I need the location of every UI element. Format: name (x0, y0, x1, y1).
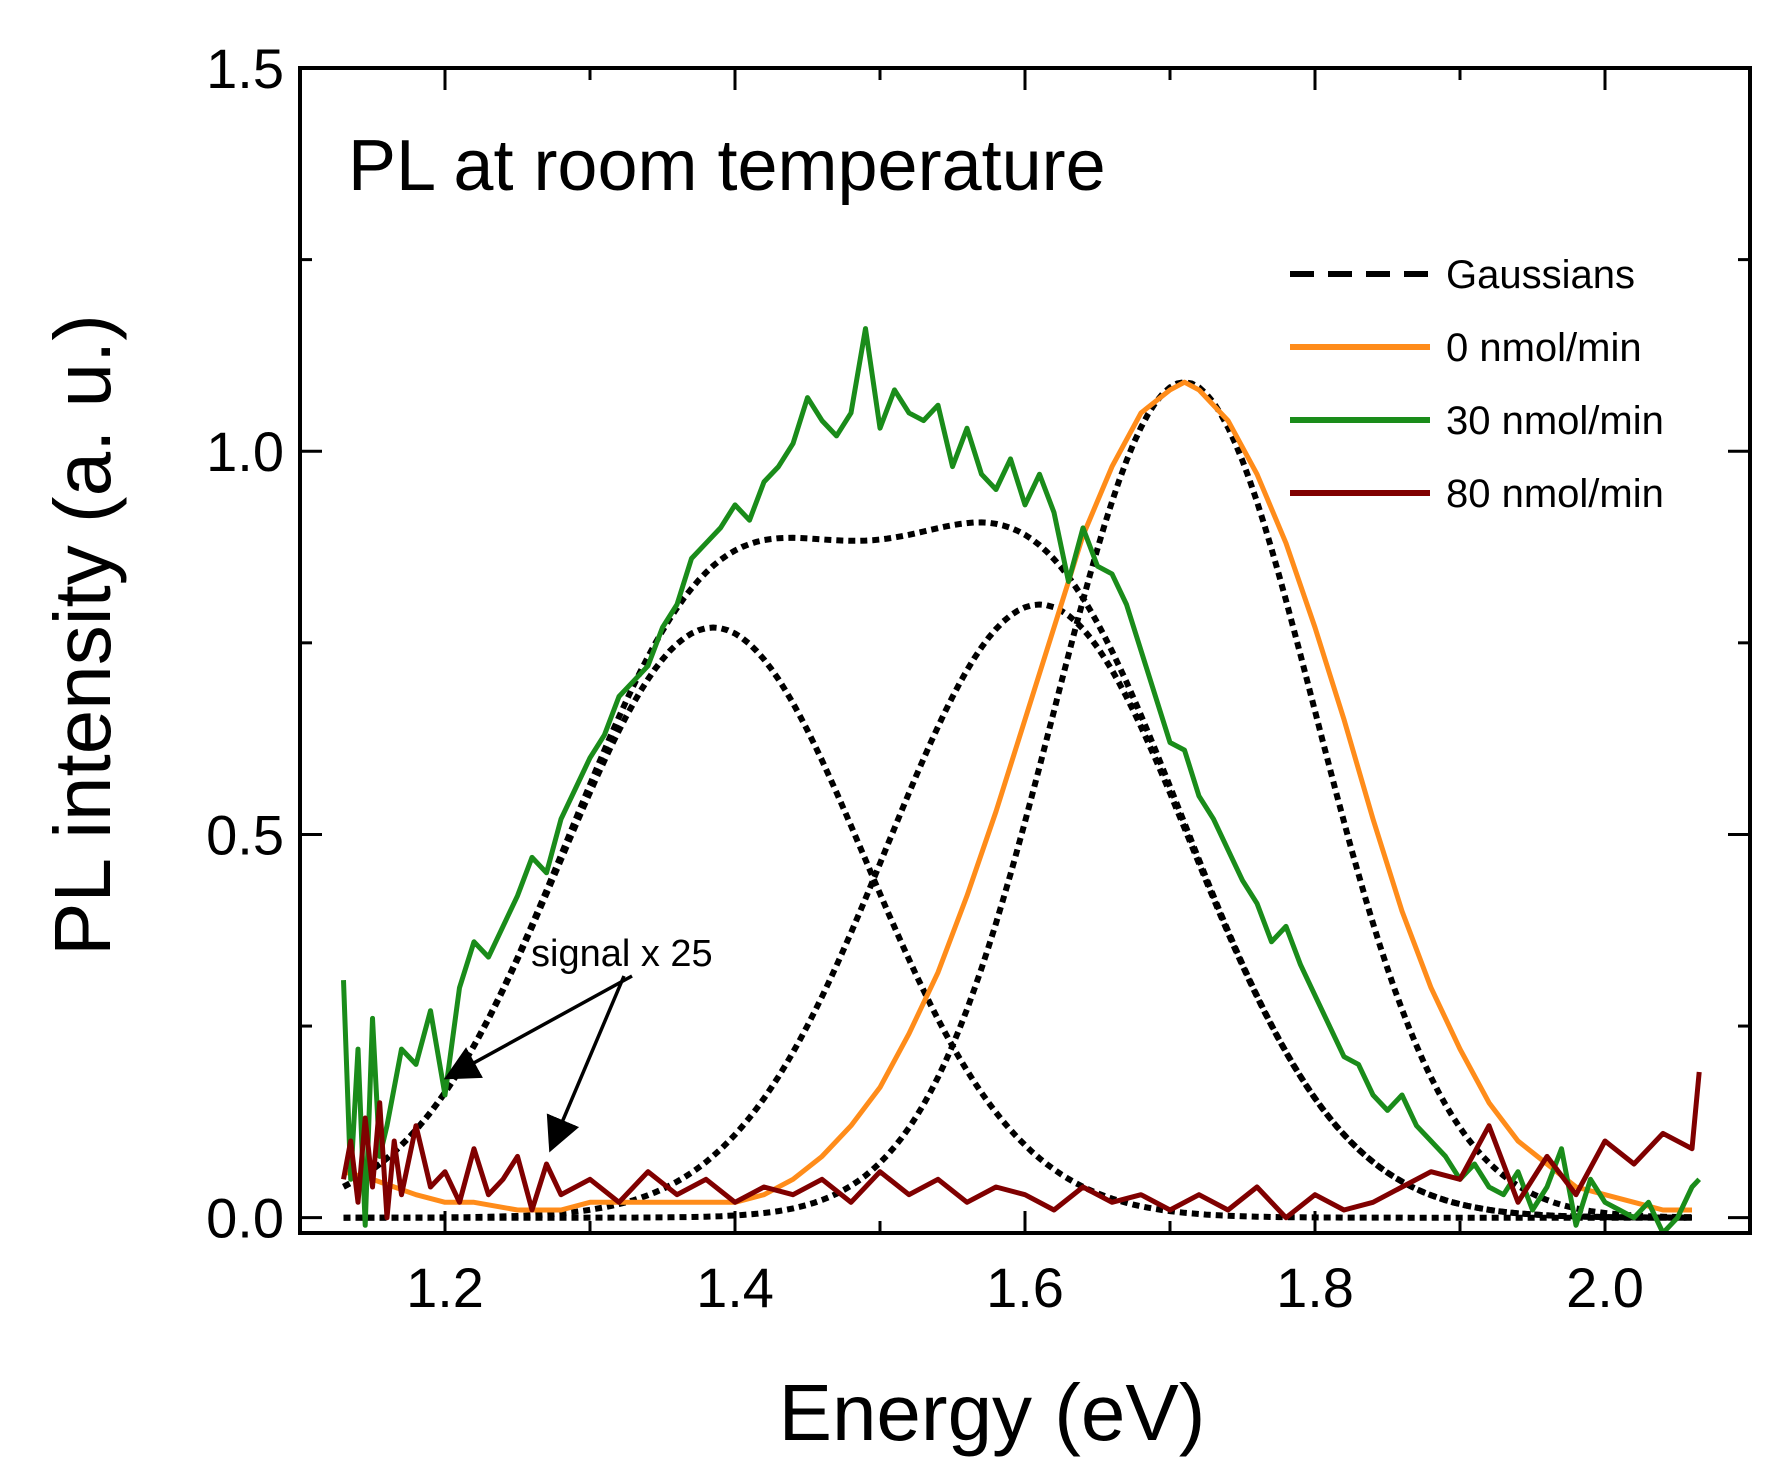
arrow-to-green (443, 974, 633, 1080)
y-tick-label: 0.0 (206, 1187, 284, 1250)
legend-label: 0 nmol/min (1446, 326, 1642, 370)
legend: Gaussians 0 nmol/min 30 nmol/min 80 nmol/mi… (1290, 253, 1664, 516)
y-tick-label: 1.5 (206, 37, 284, 100)
gaussian-sum (342, 519, 1692, 1221)
plot-frame (298, 66, 1752, 1235)
x-tick-label: 1.6 (986, 1256, 1064, 1319)
annotation-title: PL at room temperature (348, 126, 1106, 206)
arrow-to-red (546, 975, 626, 1153)
y-axis-title: PL intensity (a. u.) (38, 314, 127, 956)
legend-label: 80 nmol/min (1446, 472, 1664, 516)
legend-label: 30 nmol/min (1446, 399, 1664, 443)
signal-annotation: signal x 25 (443, 933, 713, 1153)
series-line-80-nmol-min (341, 1071, 1702, 1221)
ticks-layer: 1.2 1.4 1.6 1.8 2.0 0.0 0.5 1.0 1.5 (206, 37, 1752, 1319)
x-tick-label: 2.0 (1566, 1256, 1644, 1319)
curves-layer (341, 326, 1702, 1233)
series-line-30-nmol-min (341, 326, 1702, 1233)
x-axis-title: Energy (eV) (779, 1368, 1206, 1457)
x-tick-label: 1.4 (696, 1256, 774, 1319)
y-tick-label: 0.5 (206, 803, 284, 866)
x-tick-label: 1.8 (1276, 1256, 1354, 1319)
signal-x25-label: signal x 25 (531, 933, 713, 975)
x-tick-label: 1.2 (406, 1256, 484, 1319)
y-tick-label: 1.0 (206, 420, 284, 483)
legend-label: Gaussians (1446, 253, 1635, 297)
